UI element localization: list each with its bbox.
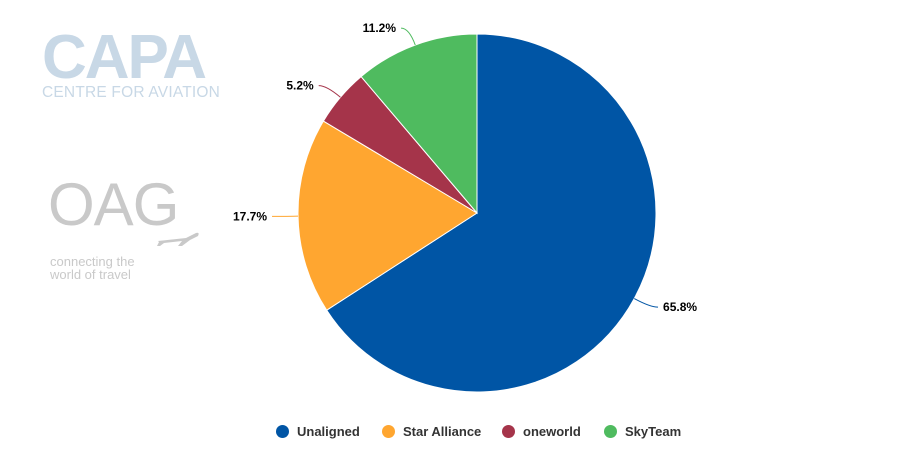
- data-label-unaligned: 65.8%: [663, 300, 697, 314]
- pie-connector-skyteam: [400, 27, 416, 46]
- data-label-star-alliance: 17.7%: [233, 209, 267, 223]
- pie-connector-oneworld: [318, 85, 341, 98]
- legend-item-skyteam[interactable]: SkyTeam: [604, 420, 681, 442]
- legend-label: oneworld: [523, 423, 581, 439]
- data-label-skyteam: 11.2%: [363, 21, 397, 35]
- oag-tagline-line-2: world of travel: [50, 267, 131, 282]
- capa-logo: CAPA CENTRE FOR AVIATION: [42, 23, 248, 102]
- data-label-oneworld: 5.2%: [286, 79, 314, 93]
- legend-marker: [276, 424, 289, 438]
- legend-item-unaligned[interactable]: Unaligned: [276, 420, 360, 442]
- legend-marker: [604, 424, 617, 438]
- capa-logo-mark: CAPA: [42, 23, 207, 92]
- pie-slice-skyteam: [360, 33, 478, 215]
- pie-slice-unaligned: [325, 33, 657, 393]
- legend-label: Star Alliance: [403, 423, 482, 439]
- legend-label: SkyTeam: [625, 423, 682, 439]
- airplane-icon: [157, 232, 199, 246]
- legend-marker: [382, 424, 395, 438]
- pie-connector-unaligned: [633, 298, 659, 308]
- legend-item-oneworld[interactable]: oneworld: [502, 420, 581, 442]
- pie-slice-star-alliance: [297, 120, 478, 311]
- oag-tagline-line-1: connecting the: [50, 254, 135, 269]
- oag-tagline: connecting the world of travel: [50, 255, 170, 281]
- chart-legend: Unaligned Star Alliance oneworld SkyTeam: [0, 420, 924, 442]
- legend-marker: [502, 424, 515, 438]
- oag-logo-mark: OAG: [48, 171, 179, 238]
- capa-logo-subtitle: CENTRE FOR AVIATION: [42, 84, 221, 101]
- legend-label: Unaligned: [297, 423, 360, 439]
- oag-logo: OAG connecting the world of travel: [48, 175, 208, 285]
- legend-item-star-alliance[interactable]: Star Alliance: [382, 420, 481, 442]
